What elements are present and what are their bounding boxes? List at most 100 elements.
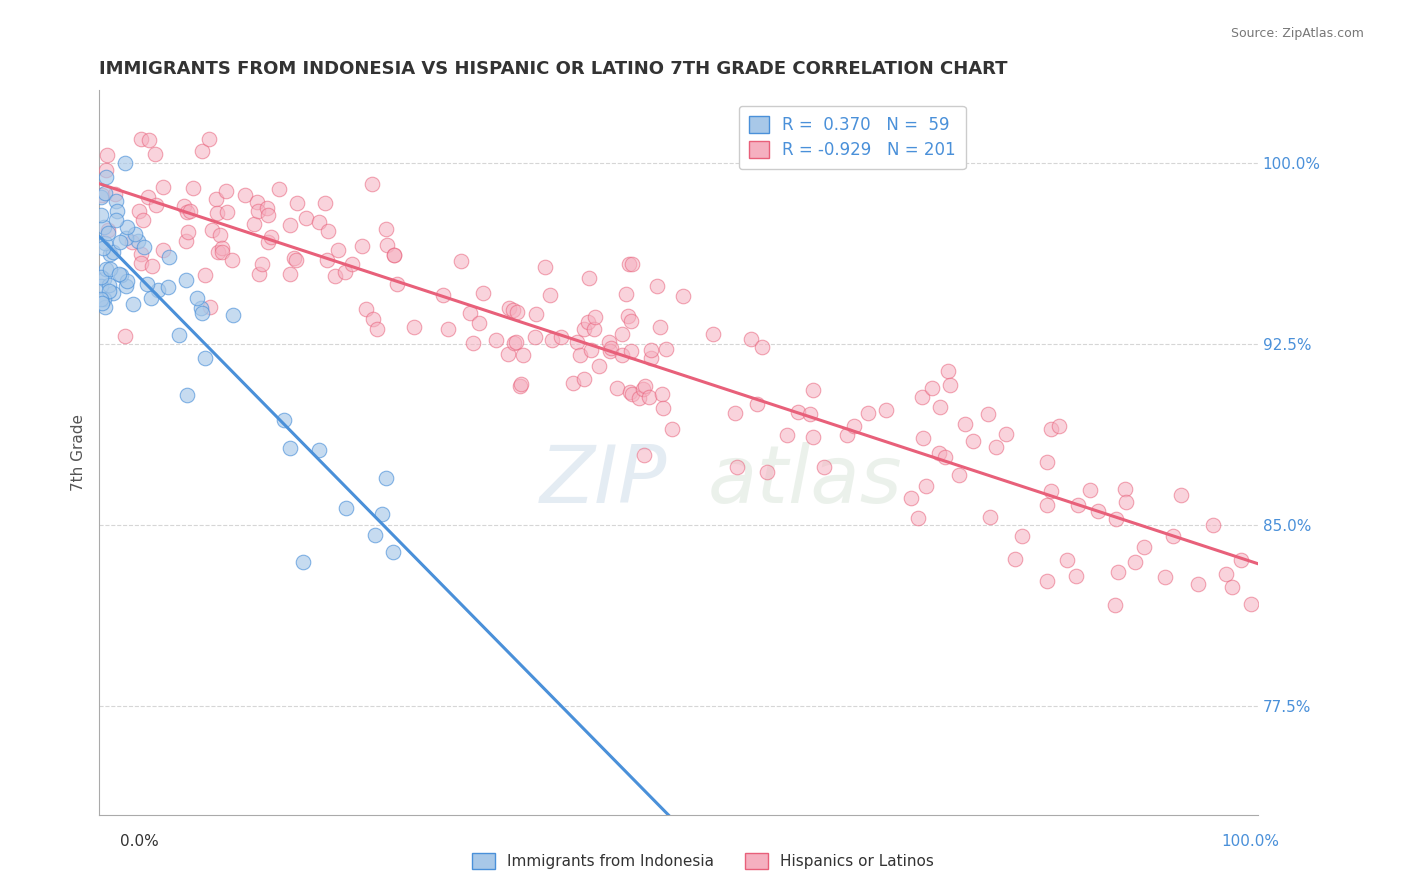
Point <box>221 252 243 267</box>
Point <box>91 241 114 255</box>
Point <box>98 262 121 277</box>
Point <box>191 144 214 158</box>
Point <box>929 400 952 414</box>
Point <box>1011 529 1033 543</box>
Point <box>167 328 190 343</box>
Point <box>503 335 526 350</box>
Point <box>90 269 112 284</box>
Point <box>93 292 115 306</box>
Point <box>524 307 547 321</box>
Point <box>94 162 117 177</box>
Point <box>576 315 599 329</box>
Point <box>801 430 824 444</box>
Point <box>496 347 519 361</box>
Point <box>198 300 221 314</box>
Point <box>1215 566 1237 581</box>
Point <box>799 408 821 422</box>
Point <box>458 306 481 320</box>
Point <box>157 280 180 294</box>
Point <box>633 448 655 462</box>
Point <box>186 291 208 305</box>
Point <box>485 333 508 347</box>
Point <box>90 292 112 306</box>
Point <box>243 217 266 231</box>
Point <box>114 155 136 169</box>
Point <box>437 322 460 336</box>
Point <box>143 147 166 161</box>
Point <box>856 406 879 420</box>
Point <box>900 491 922 505</box>
Point <box>94 169 117 184</box>
Point <box>751 340 773 354</box>
Point <box>260 230 283 244</box>
Point <box>538 288 561 302</box>
Point <box>97 226 120 240</box>
Point <box>215 184 238 198</box>
Point <box>599 341 621 355</box>
Point <box>984 440 1007 454</box>
Point <box>335 500 357 515</box>
Point <box>291 556 314 570</box>
Point <box>108 268 131 282</box>
Point <box>498 301 520 316</box>
Point <box>233 187 256 202</box>
Point <box>621 387 644 401</box>
Point <box>152 243 174 257</box>
Point <box>724 405 747 419</box>
Point <box>1170 488 1192 502</box>
Point <box>502 302 524 317</box>
Point <box>617 309 640 323</box>
Point <box>1240 597 1263 611</box>
Point <box>1230 553 1253 567</box>
Point <box>101 286 124 301</box>
Point <box>1078 483 1101 497</box>
Point <box>702 326 724 341</box>
Point <box>340 257 363 271</box>
Point <box>1104 598 1126 612</box>
Point <box>1035 574 1057 589</box>
Point <box>599 344 621 359</box>
Point <box>283 252 305 266</box>
Point <box>136 277 159 292</box>
Point <box>94 186 117 201</box>
Point <box>354 301 377 316</box>
Point <box>1105 512 1128 526</box>
Point <box>1036 455 1059 469</box>
Point <box>1087 504 1109 518</box>
Point <box>364 528 387 542</box>
Point <box>247 203 270 218</box>
Point <box>1187 577 1209 591</box>
Point <box>1133 540 1156 554</box>
Point <box>146 283 169 297</box>
Point <box>90 190 112 204</box>
Point <box>1040 483 1063 498</box>
Point <box>90 279 112 293</box>
Point <box>363 312 385 326</box>
Point <box>104 194 127 208</box>
Point <box>115 274 138 288</box>
Point <box>471 285 494 300</box>
Point <box>512 348 534 362</box>
Point <box>96 148 118 162</box>
Point <box>141 259 163 273</box>
Point <box>174 234 197 248</box>
Point <box>110 268 132 283</box>
Point <box>105 204 128 219</box>
Point <box>939 378 962 392</box>
Point <box>181 181 204 195</box>
Point <box>740 331 762 345</box>
Point <box>633 382 655 396</box>
Point <box>94 236 117 251</box>
Point <box>115 220 138 235</box>
Point <box>550 330 572 344</box>
Point <box>335 265 357 279</box>
Point <box>912 432 935 446</box>
Point <box>1056 552 1078 566</box>
Point <box>94 300 117 314</box>
Text: 0.0%: 0.0% <box>120 834 159 849</box>
Point <box>285 252 308 267</box>
Point <box>875 403 897 417</box>
Point <box>1039 422 1062 436</box>
Point <box>128 203 150 218</box>
Point <box>115 279 138 293</box>
